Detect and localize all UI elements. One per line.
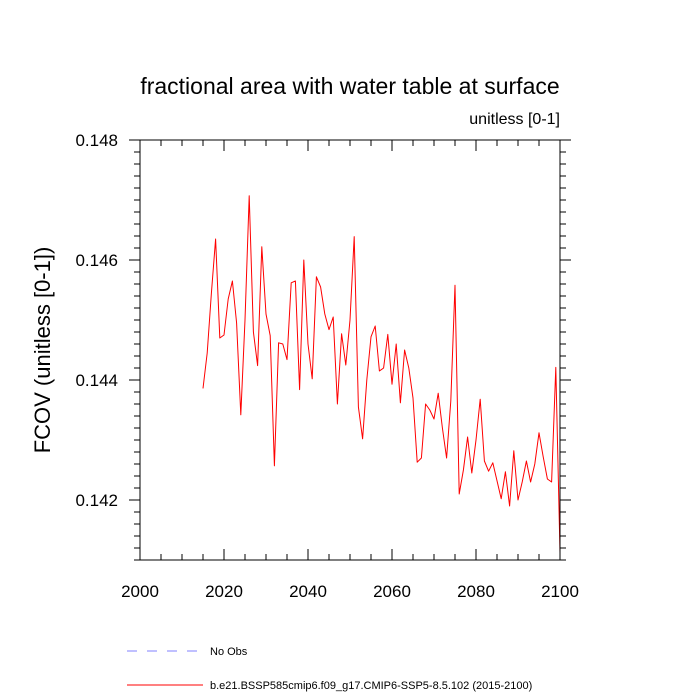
legend: No Obs b.e21.BSSP585cmip6.f09_g17.CMIP6-… — [127, 646, 532, 692]
x-tick-label: 2000 — [121, 582, 159, 601]
x-tick-label: 2060 — [373, 582, 411, 601]
x-tick-label: 2080 — [457, 582, 495, 601]
y-tick-label: 0.142 — [75, 491, 118, 510]
axis-ticks — [129, 139, 571, 561]
legend-label-model-run: b.e21.BSSP585cmip6.f09_g17.CMIP6-SSP5-8.… — [210, 680, 532, 692]
units-label: unitless [0-1] — [469, 111, 560, 128]
y-axis-label: FCOV (unitless [0-1]) — [30, 247, 55, 454]
legend-label-no-obs: No Obs — [210, 646, 248, 658]
plot-frame — [139, 139, 561, 561]
x-tick-label: 2100 — [541, 582, 579, 601]
series-line-1 — [202, 195, 561, 553]
y-tick-label: 0.146 — [75, 251, 118, 270]
chart-title: fractional area with water table at surf… — [140, 73, 559, 99]
y-tick-label: 0.144 — [75, 371, 118, 390]
axis-tick-labels: 2000 2020 2040 2060 2080 2100 0.142 0.144 0.146 0… — [75, 131, 578, 601]
y-tick-label: 0.148 — [75, 131, 118, 150]
series-layer — [202, 195, 561, 553]
x-tick-label: 2020 — [205, 582, 243, 601]
x-tick-label: 2040 — [289, 582, 327, 601]
